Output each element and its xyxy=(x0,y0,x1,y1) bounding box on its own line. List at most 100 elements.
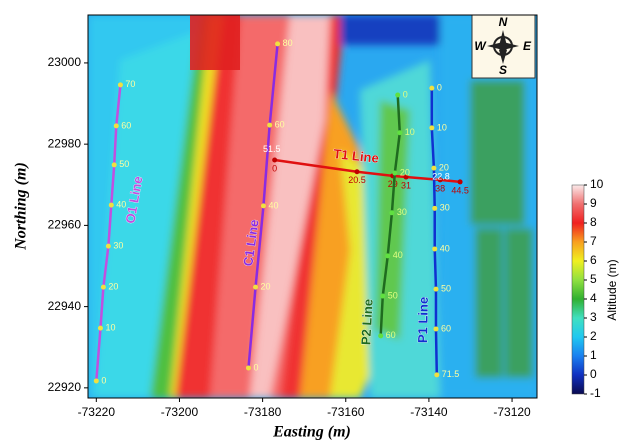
y-axis-label: Northing (m) xyxy=(13,162,30,251)
survey-point xyxy=(397,130,402,135)
survey-point xyxy=(432,206,437,211)
point-label: 80 xyxy=(283,38,293,48)
point-label: 30 xyxy=(440,203,450,213)
survey-point xyxy=(94,378,99,383)
point-label: 0 xyxy=(101,375,106,385)
point-label: 50 xyxy=(388,290,398,300)
colorbar-tick-label: 5 xyxy=(590,272,597,286)
point-label: 60 xyxy=(441,323,451,333)
survey-point xyxy=(275,41,280,46)
point-label: 0 xyxy=(253,362,258,372)
colorbar-tick-label: 10 xyxy=(590,177,604,191)
point-label: 10 xyxy=(405,127,415,137)
x-tick-label: -73200 xyxy=(161,405,199,419)
point-label: 50 xyxy=(441,284,451,294)
point-label: 40 xyxy=(393,250,403,260)
survey-point xyxy=(395,93,400,98)
survey-point xyxy=(261,203,266,208)
annotation: 51.5 xyxy=(263,144,281,154)
colorbar-tick-label: 6 xyxy=(590,253,597,267)
compass-label: S xyxy=(499,63,507,77)
colorbar-tick-label: -1 xyxy=(590,386,601,400)
survey-point xyxy=(433,326,438,331)
survey-point xyxy=(433,287,438,292)
survey-point xyxy=(253,285,258,290)
survey-point xyxy=(432,246,437,251)
point-label: 0 xyxy=(403,89,408,99)
terrain xyxy=(88,15,537,398)
x-tick-label: -73120 xyxy=(493,405,531,419)
colorbar-tick-label: 1 xyxy=(590,348,597,362)
survey-point xyxy=(354,169,359,174)
point-label: 71.5 xyxy=(442,369,460,379)
x-tick-label: -73160 xyxy=(327,405,365,419)
y-tick-label: 22980 xyxy=(48,136,82,150)
survey-point xyxy=(385,253,390,258)
annotation: 22.8 xyxy=(432,171,450,181)
colorbar-tick-label: 8 xyxy=(590,215,597,229)
point-label: 20.5 xyxy=(348,175,366,185)
colorbar-label: Altitude (m) xyxy=(605,259,619,320)
x-tick-label: -73220 xyxy=(78,405,116,419)
survey-point xyxy=(98,326,103,331)
point-label: 50 xyxy=(119,159,129,169)
point-label: 20 xyxy=(261,281,271,291)
point-label: 60 xyxy=(275,119,285,129)
point-label: 30 xyxy=(397,207,407,217)
y-tick-label: 22940 xyxy=(48,299,82,313)
point-label: 30 xyxy=(113,240,123,250)
colorbar-tick-label: 9 xyxy=(590,196,597,210)
compass: N E S W xyxy=(472,15,535,78)
survey-point xyxy=(267,123,272,128)
survey-point xyxy=(434,372,439,377)
survey-point xyxy=(114,123,119,128)
point-label: 20 xyxy=(108,281,118,291)
survey-point xyxy=(380,294,385,299)
x-tick-label: -73140 xyxy=(410,405,448,419)
survey-point xyxy=(389,210,394,215)
colorbar-tick-label: 7 xyxy=(590,234,597,248)
colorbar-tick-label: 2 xyxy=(590,329,597,343)
point-label: 60 xyxy=(121,120,131,130)
survey-point xyxy=(458,179,463,184)
colorbar-tick-label: 0 xyxy=(590,367,597,381)
survey-point xyxy=(429,86,434,91)
point-label: 60 xyxy=(386,330,396,340)
survey-point xyxy=(429,125,434,130)
colorbar-tick-label: 3 xyxy=(590,310,597,324)
point-label: 40 xyxy=(440,243,450,253)
point-label: 70 xyxy=(125,79,135,89)
point-label: 31 xyxy=(401,180,411,190)
survey-point xyxy=(118,82,123,87)
survey-point xyxy=(246,365,251,370)
point-label: 10 xyxy=(105,323,115,333)
point-label: 0 xyxy=(437,82,442,92)
point-label: 38 xyxy=(435,183,445,193)
map-figure: 010203040506070020406080020.529313844.50… xyxy=(0,0,622,441)
point-label: 10 xyxy=(437,122,447,132)
line-label: P2 Line xyxy=(358,298,375,345)
compass-label: N xyxy=(499,15,508,29)
line-label: P1 Line xyxy=(415,297,431,344)
point-label: 44.5 xyxy=(451,185,469,195)
survey-point xyxy=(106,244,111,249)
compass-label: W xyxy=(474,39,487,53)
x-axis-label: Easting (m) xyxy=(272,424,351,441)
x-tick-label: -73180 xyxy=(244,405,282,419)
point-label: 0 xyxy=(272,163,277,173)
survey-point xyxy=(112,162,117,167)
colorbar-tick-label: 4 xyxy=(590,291,597,305)
compass-label: E xyxy=(523,39,532,53)
y-tick-label: 22920 xyxy=(48,380,82,394)
colorbar xyxy=(572,185,584,394)
y-tick-label: 22960 xyxy=(48,218,82,232)
survey-point xyxy=(101,285,106,290)
point-label: 40 xyxy=(268,200,278,210)
survey-point xyxy=(109,203,114,208)
survey-point xyxy=(431,166,436,171)
point-label: 20 xyxy=(400,167,410,177)
survey-point xyxy=(392,170,397,175)
survey-point xyxy=(378,333,383,338)
y-tick-label: 23000 xyxy=(48,55,82,69)
survey-point xyxy=(272,157,277,162)
